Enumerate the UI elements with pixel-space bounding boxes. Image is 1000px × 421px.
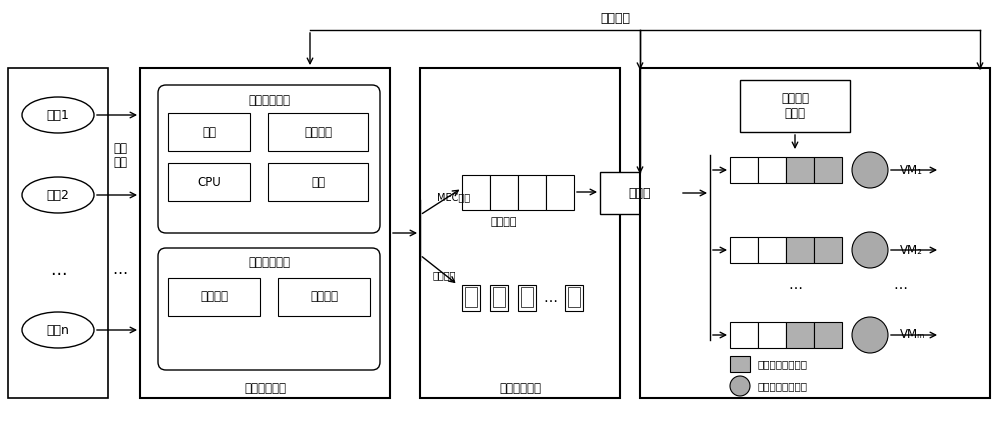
Bar <box>268 163 368 201</box>
Circle shape <box>852 317 888 353</box>
Text: 应用建模: 应用建模 <box>200 290 228 304</box>
Ellipse shape <box>22 177 94 213</box>
Bar <box>8 68 108 398</box>
FancyBboxPatch shape <box>158 248 380 370</box>
Text: 电池电量: 电池电量 <box>304 125 332 139</box>
Text: 队列中等待的任务: 队列中等待的任务 <box>758 359 808 369</box>
Text: 用户1: 用户1 <box>47 109 69 122</box>
Ellipse shape <box>22 312 94 348</box>
Bar <box>814 237 842 263</box>
Bar <box>465 287 477 307</box>
Text: …: … <box>788 278 802 292</box>
Bar <box>546 175 574 210</box>
Bar <box>730 157 758 183</box>
Bar <box>518 285 536 311</box>
Text: 本地执行: 本地执行 <box>433 270 456 280</box>
Bar <box>278 278 370 316</box>
Bar <box>786 322 814 348</box>
Text: 用户2: 用户2 <box>47 189 69 202</box>
Bar <box>740 80 850 132</box>
Ellipse shape <box>22 97 94 133</box>
Text: VM₁: VM₁ <box>900 163 923 176</box>
Circle shape <box>852 152 888 188</box>
Text: 资源分配模块: 资源分配模块 <box>499 381 541 394</box>
FancyBboxPatch shape <box>158 85 380 233</box>
Bar <box>493 287 505 307</box>
Text: 执行顺序
控制器: 执行顺序 控制器 <box>781 92 809 120</box>
Text: 请求: 请求 <box>113 155 127 168</box>
Bar <box>462 175 490 210</box>
Bar <box>490 285 508 311</box>
Bar <box>168 278 260 316</box>
Text: …: … <box>893 278 907 292</box>
Text: 用户n: 用户n <box>47 323 69 336</box>
Bar <box>420 68 620 398</box>
Text: VMₘ: VMₘ <box>900 328 926 341</box>
Bar <box>730 322 758 348</box>
Text: VM₂: VM₂ <box>900 243 923 256</box>
Bar <box>730 356 750 372</box>
Bar <box>565 285 583 311</box>
Bar <box>786 237 814 263</box>
Bar <box>758 157 786 183</box>
Bar <box>490 175 518 210</box>
Bar <box>786 157 814 183</box>
Bar <box>140 68 390 398</box>
Text: 计算卸载模块: 计算卸载模块 <box>244 381 286 394</box>
Text: …: … <box>112 263 128 277</box>
Text: MEC执行: MEC执行 <box>437 192 470 202</box>
Circle shape <box>852 232 888 268</box>
Bar <box>268 113 368 151</box>
Text: 全局队列: 全局队列 <box>491 217 517 227</box>
Text: 资源监测模块: 资源监测模块 <box>248 93 290 107</box>
Circle shape <box>730 376 750 396</box>
Bar <box>168 113 250 151</box>
Bar <box>600 172 680 214</box>
Text: 网络: 网络 <box>202 125 216 139</box>
Text: 反馈信息: 反馈信息 <box>600 11 630 24</box>
Text: …: … <box>50 261 66 279</box>
Bar <box>730 237 758 263</box>
Text: 卸载: 卸载 <box>113 141 127 155</box>
Bar <box>462 285 480 311</box>
Text: 存储: 存储 <box>311 176 325 189</box>
Bar <box>168 163 250 201</box>
Bar <box>521 287 533 307</box>
Text: 卸载决策: 卸载决策 <box>310 290 338 304</box>
Bar <box>814 157 842 183</box>
Text: CPU: CPU <box>197 176 221 189</box>
Text: 调度器: 调度器 <box>629 187 651 200</box>
Bar <box>758 237 786 263</box>
Text: …: … <box>543 291 557 305</box>
Text: 边缘服务器虚拟机: 边缘服务器虚拟机 <box>758 381 808 391</box>
Bar <box>758 322 786 348</box>
Bar <box>568 287 580 307</box>
Bar <box>518 175 546 210</box>
Bar <box>814 322 842 348</box>
Text: 卸载决策模块: 卸载决策模块 <box>248 256 290 269</box>
Bar <box>640 68 990 398</box>
